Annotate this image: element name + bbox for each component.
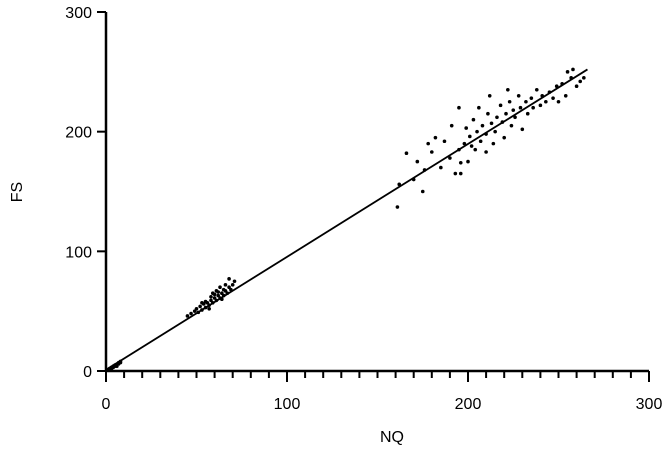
point <box>430 150 434 154</box>
point <box>486 111 490 116</box>
x-axis-label: NQ <box>380 429 404 446</box>
point <box>200 300 204 305</box>
point <box>487 93 492 98</box>
x-tick-label: 200 <box>455 396 482 413</box>
point <box>524 99 528 104</box>
point <box>529 96 534 100</box>
point <box>471 117 476 122</box>
point <box>462 141 467 146</box>
point <box>198 304 202 309</box>
point <box>582 76 586 80</box>
point <box>468 134 472 139</box>
point <box>477 105 481 110</box>
point <box>491 141 496 146</box>
point <box>223 283 228 287</box>
point <box>498 103 503 108</box>
point <box>484 150 488 154</box>
point <box>531 105 535 110</box>
point <box>433 135 438 140</box>
point <box>556 99 561 104</box>
y-tick-label: 200 <box>65 125 92 142</box>
point <box>538 103 543 108</box>
point <box>516 93 521 98</box>
point <box>544 99 548 104</box>
point <box>395 205 400 209</box>
point <box>189 311 193 316</box>
y-tick-label: 100 <box>65 244 92 261</box>
x-tick-label: 300 <box>636 396 663 413</box>
point <box>426 141 430 146</box>
point <box>480 123 485 128</box>
point <box>475 129 479 134</box>
fit-line <box>105 68 588 371</box>
point <box>448 156 452 160</box>
point <box>502 135 507 140</box>
y-axis-label: FS <box>9 182 26 202</box>
point <box>439 165 443 170</box>
point <box>464 126 468 130</box>
point <box>563 93 568 98</box>
point <box>534 87 539 92</box>
point <box>518 105 523 110</box>
point <box>185 314 190 318</box>
point <box>571 67 575 72</box>
point <box>232 279 237 284</box>
point <box>442 139 447 144</box>
point <box>473 147 478 152</box>
x-tick-label: 100 <box>274 396 301 413</box>
point <box>420 189 425 194</box>
point <box>478 139 483 144</box>
point <box>509 123 514 128</box>
point <box>230 283 235 287</box>
point <box>397 182 402 187</box>
y-tick-label: 0 <box>83 364 92 381</box>
x-tick-label: 0 <box>102 396 111 413</box>
point <box>194 306 199 311</box>
point <box>207 306 211 311</box>
point <box>404 151 409 156</box>
point <box>551 96 555 100</box>
point <box>525 111 530 116</box>
point <box>466 159 470 164</box>
point <box>513 115 517 120</box>
point <box>458 171 463 176</box>
point <box>210 291 215 296</box>
point <box>218 285 222 290</box>
point <box>469 144 474 148</box>
point <box>507 99 512 104</box>
point <box>457 105 461 110</box>
point <box>203 299 208 304</box>
point <box>506 87 510 92</box>
point <box>415 159 420 164</box>
point <box>574 84 579 88</box>
point <box>227 277 231 281</box>
point <box>458 160 463 165</box>
point <box>453 171 458 176</box>
point <box>209 295 213 299</box>
point <box>578 79 583 84</box>
point <box>489 121 494 126</box>
point <box>493 129 497 134</box>
point <box>449 123 454 128</box>
point <box>511 108 516 112</box>
point <box>214 289 219 293</box>
y-tick-label: 300 <box>65 5 92 22</box>
point <box>504 111 508 116</box>
point <box>565 70 570 74</box>
point <box>115 364 119 369</box>
point <box>495 115 499 120</box>
point <box>520 127 525 132</box>
